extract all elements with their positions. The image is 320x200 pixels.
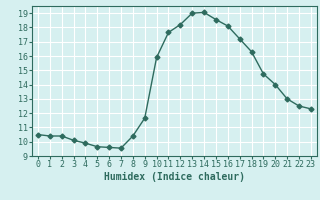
X-axis label: Humidex (Indice chaleur): Humidex (Indice chaleur): [104, 172, 245, 182]
